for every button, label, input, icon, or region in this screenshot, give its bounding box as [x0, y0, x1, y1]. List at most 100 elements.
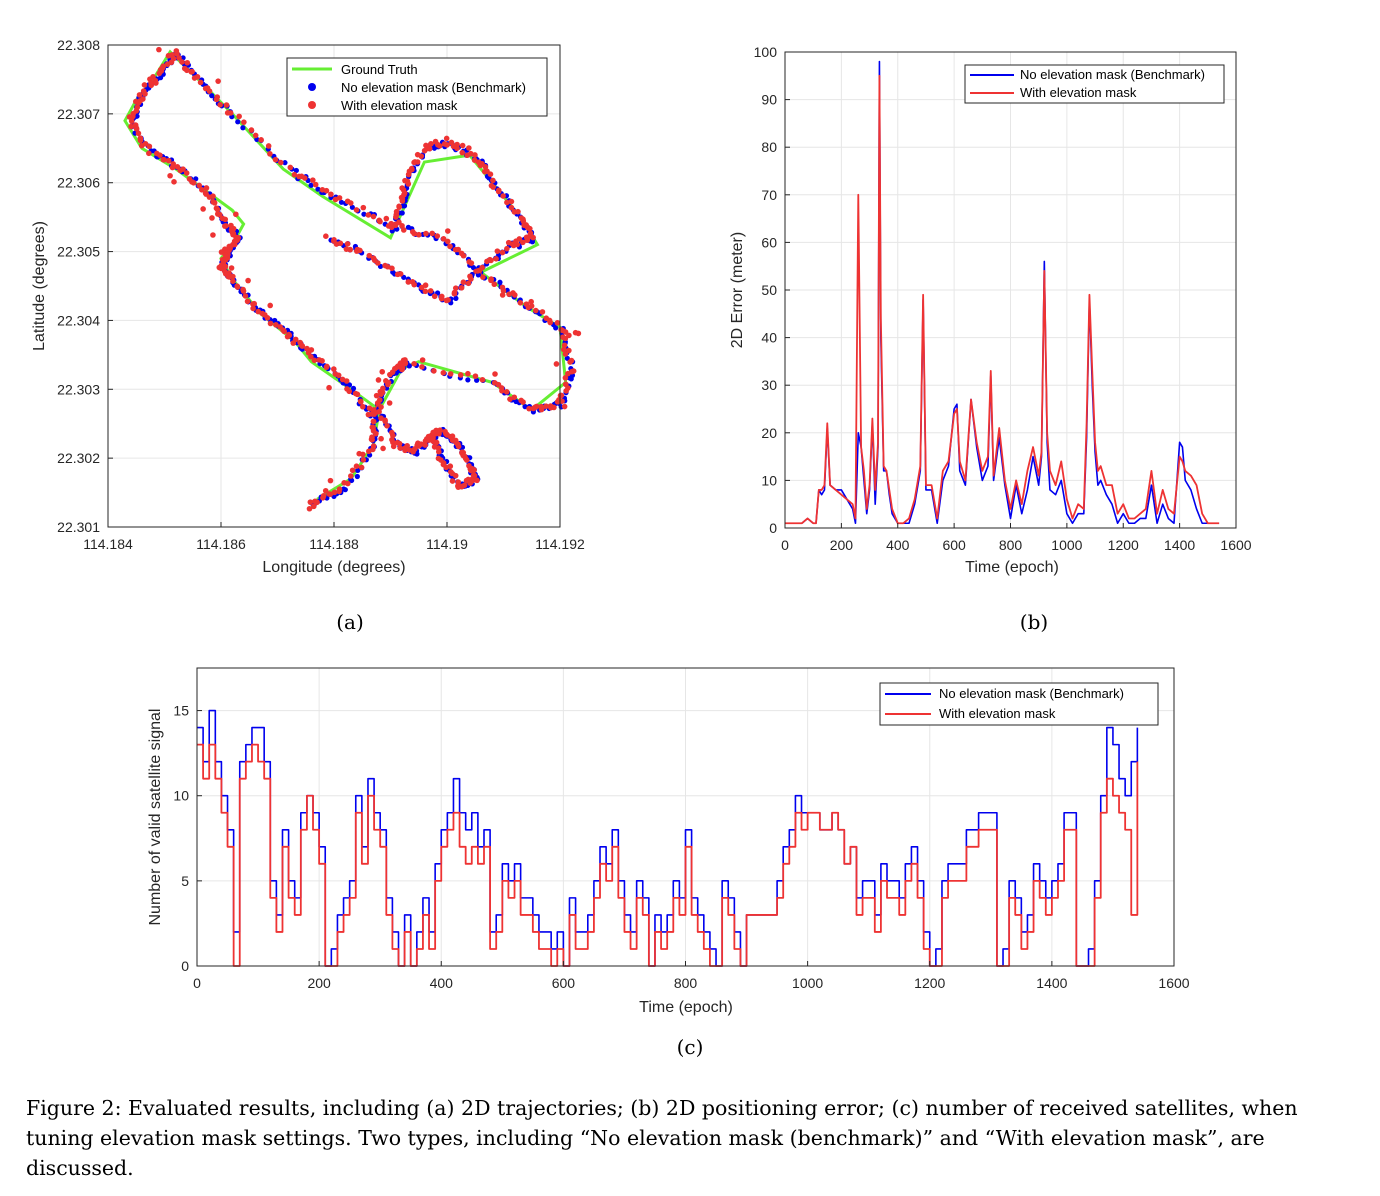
trajectory-x-axis-label: Longitude (degrees) [262, 559, 405, 576]
masked-point [518, 215, 525, 221]
masked-point [439, 293, 445, 300]
masked-point [506, 291, 512, 297]
masked-point [401, 190, 408, 196]
masked-point [402, 360, 409, 367]
error-data [785, 60, 1220, 525]
masked-point [215, 78, 221, 84]
masked-point [137, 137, 144, 144]
masked-point [319, 358, 325, 364]
masked-point [423, 142, 429, 149]
masked-point [146, 150, 152, 157]
masked-point [217, 101, 223, 108]
masked-point [223, 223, 229, 229]
masked-point [235, 235, 241, 241]
masked-point [306, 505, 313, 512]
masked-point [451, 290, 458, 297]
masked-point [431, 368, 437, 374]
figure-canvas: 114.184 114.186 114.188 114.19 114.192 22.301… [31, 37, 1252, 1059]
masked-point [508, 198, 515, 205]
masked-point [455, 484, 462, 490]
masked-point [378, 404, 384, 410]
masked-point [539, 309, 546, 315]
benchmark-point [282, 160, 288, 166]
legend-benchmark-swatch [308, 83, 316, 91]
satellite-masked-line [197, 743, 1139, 967]
masked-point [128, 123, 134, 130]
masked-point [331, 489, 338, 496]
masked-point [500, 193, 506, 199]
masked-point [370, 418, 377, 425]
masked-point [358, 464, 365, 471]
masked-point [356, 450, 362, 457]
masked-point [416, 231, 422, 238]
masked-point [532, 404, 539, 410]
masked-point [366, 405, 373, 412]
error-x-tick-label: 1600 [1220, 537, 1251, 553]
satellite-x-tick-label: 200 [307, 975, 331, 991]
masked-point [332, 196, 339, 203]
masked-point [233, 211, 239, 218]
masked-point [310, 503, 317, 510]
masked-point [566, 332, 572, 339]
masked-point [523, 301, 530, 307]
masked-point [396, 440, 403, 447]
masked-point [380, 385, 386, 392]
masked-point [399, 198, 406, 204]
masked-point [165, 52, 172, 59]
masked-point [422, 288, 429, 295]
error-masked-line [785, 74, 1220, 525]
masked-point [448, 139, 455, 146]
masked-point [465, 370, 471, 377]
masked-point [165, 157, 172, 164]
masked-point [532, 307, 539, 314]
benchmark-point [240, 125, 246, 131]
masked-point [290, 340, 297, 346]
masked-point [431, 444, 438, 450]
masked-point [181, 65, 188, 72]
masked-point [319, 186, 326, 193]
masked-point [245, 277, 251, 284]
panel-c-label: (c) [677, 1035, 704, 1059]
masked-point [380, 445, 386, 452]
masked-point [349, 467, 356, 474]
masked-point [265, 143, 272, 149]
masked-point [384, 263, 391, 270]
masked-point [179, 59, 185, 65]
masked-point [327, 477, 334, 484]
masked-point [375, 377, 382, 383]
error-y-tick-label: 30 [761, 377, 777, 393]
masked-point [390, 443, 397, 450]
error-y-tick-label: 40 [761, 330, 777, 346]
masked-point [142, 91, 148, 97]
masked-point [272, 156, 279, 163]
trajectory-chart: 114.184 114.186 114.188 114.19 114.192 22.301… [31, 37, 585, 634]
masked-point [273, 322, 279, 328]
masked-point [429, 230, 435, 237]
error-x-tick-label: 800 [999, 537, 1023, 553]
masked-point [459, 142, 466, 149]
masked-point [240, 288, 247, 294]
masked-point [258, 137, 264, 143]
masked-point [264, 315, 271, 321]
satellite-x-tick-label: 0 [193, 975, 201, 991]
masked-point [466, 259, 472, 265]
masked-point [214, 206, 221, 213]
error-y-tick-label: 50 [761, 282, 777, 298]
satellite-x-tick-label: 400 [430, 975, 454, 991]
masked-point [373, 392, 380, 399]
error-chart: 0 200 400 600 800 1000 1200 1400 1600 0 10 20 30 40 50… [729, 44, 1252, 634]
trajectory-x-tick-label: 114.19 [426, 536, 468, 552]
masked-point [493, 255, 499, 262]
masked-point [173, 48, 180, 54]
masked-point [405, 279, 412, 285]
masked-point [499, 292, 506, 298]
masked-point [455, 443, 462, 450]
masked-point [222, 252, 229, 259]
masked-point [328, 191, 334, 198]
masked-point [244, 298, 251, 305]
masked-point [344, 241, 351, 247]
masked-point [323, 233, 329, 239]
masked-point [280, 327, 286, 333]
error-x-tick-label: 600 [942, 537, 966, 553]
trajectory-y-axis-label: Latitude (degrees) [31, 221, 48, 351]
